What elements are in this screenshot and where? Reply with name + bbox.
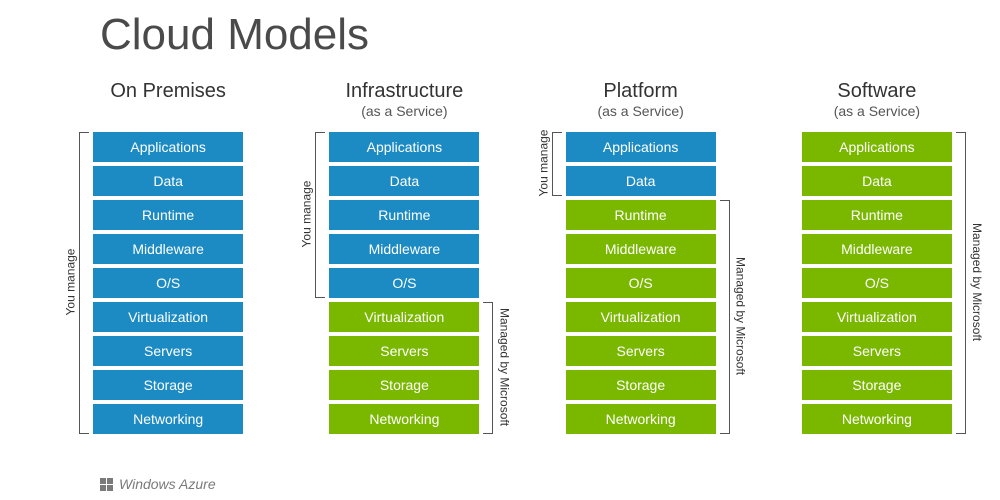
layer-storage: Storage xyxy=(329,370,479,400)
bracket-label-you-manage: You manage xyxy=(64,249,78,316)
layer-o-s: O/S xyxy=(329,268,479,298)
layer-data: Data xyxy=(802,166,952,196)
layer-servers: Servers xyxy=(329,336,479,366)
layer-data: Data xyxy=(329,166,479,196)
column-subtitle: (as a Service) xyxy=(597,103,683,119)
layer-storage: Storage xyxy=(566,370,716,400)
bracket-managed xyxy=(956,132,966,434)
layer-runtime: Runtime xyxy=(802,200,952,230)
column-subtitle: (as a Service) xyxy=(345,103,463,119)
layer-storage: Storage xyxy=(93,370,243,400)
layer-data: Data xyxy=(566,166,716,196)
layer-runtime: Runtime xyxy=(93,200,243,230)
bracket-you-manage xyxy=(79,132,89,434)
bracket-label-you-manage: You manage xyxy=(300,181,314,248)
layer-stack: Applications Data Runtime Middleware O/S Virt… xyxy=(329,132,479,434)
layer-stack: Applications Data Runtime Middleware O/S Virt… xyxy=(93,132,243,434)
layer-applications: Applications xyxy=(93,132,243,162)
layer-stack: Applications Data Runtime Middleware O/S Virt… xyxy=(802,132,952,434)
layer-middleware: Middleware xyxy=(93,234,243,264)
layer-virtualization: Virtualization xyxy=(329,302,479,332)
layer-storage: Storage xyxy=(802,370,952,400)
column-header: Software(as a Service) xyxy=(834,80,920,124)
column-header: Platform(as a Service) xyxy=(597,80,683,124)
layer-applications: Applications xyxy=(329,132,479,162)
bracket-label-managed: Managed by Microsoft xyxy=(970,223,984,341)
layer-virtualization: Virtualization xyxy=(802,302,952,332)
layer-o-s: O/S xyxy=(566,268,716,298)
windows-icon xyxy=(100,478,113,491)
layer-networking: Networking xyxy=(566,404,716,434)
footer-brand-text: Windows Azure xyxy=(119,476,216,492)
bracket-label-managed: Managed by Microsoft xyxy=(497,308,511,426)
layer-applications: Applications xyxy=(802,132,952,162)
layer-servers: Servers xyxy=(802,336,952,366)
column-infrastructure: Infrastructure(as a Service) Applications… xyxy=(321,80,487,434)
bracket-label-managed: Managed by Microsoft xyxy=(734,257,748,375)
layer-o-s: O/S xyxy=(802,268,952,298)
layer-data: Data xyxy=(93,166,243,196)
column-software: Software(as a Service) Applications Data Ru… xyxy=(794,80,960,434)
layer-applications: Applications xyxy=(566,132,716,162)
layer-middleware: Middleware xyxy=(329,234,479,264)
footer-logo: Windows Azure xyxy=(100,476,216,492)
bracket-managed xyxy=(720,200,730,434)
column-header: On Premises xyxy=(110,80,226,124)
columns-container: On Premises Applications Data Runtime Middle… xyxy=(85,80,960,434)
column-title: Software xyxy=(834,80,920,103)
column-header: Infrastructure(as a Service) xyxy=(345,80,463,124)
bracket-you-manage xyxy=(315,132,325,298)
bracket-you-manage xyxy=(552,132,562,196)
layer-o-s: O/S xyxy=(93,268,243,298)
layer-middleware: Middleware xyxy=(566,234,716,264)
layer-runtime: Runtime xyxy=(329,200,479,230)
bracket-managed xyxy=(483,302,493,434)
layer-servers: Servers xyxy=(566,336,716,366)
page-title: Cloud Models xyxy=(100,10,369,60)
layer-networking: Networking xyxy=(93,404,243,434)
layer-virtualization: Virtualization xyxy=(93,302,243,332)
column-platform: Platform(as a Service) Applications Data Ru… xyxy=(558,80,724,434)
column-subtitle: (as a Service) xyxy=(834,103,920,119)
column-on-premises: On Premises Applications Data Runtime Middle… xyxy=(85,80,251,434)
layer-servers: Servers xyxy=(93,336,243,366)
layer-networking: Networking xyxy=(802,404,952,434)
layer-runtime: Runtime xyxy=(566,200,716,230)
column-title: Platform xyxy=(597,80,683,103)
column-title: Infrastructure xyxy=(345,80,463,103)
bracket-label-you-manage: You manage xyxy=(536,130,550,197)
layer-middleware: Middleware xyxy=(802,234,952,264)
column-title: On Premises xyxy=(110,80,226,103)
layer-virtualization: Virtualization xyxy=(566,302,716,332)
layer-stack: Applications Data Runtime Middleware O/S Virt… xyxy=(566,132,716,434)
layer-networking: Networking xyxy=(329,404,479,434)
